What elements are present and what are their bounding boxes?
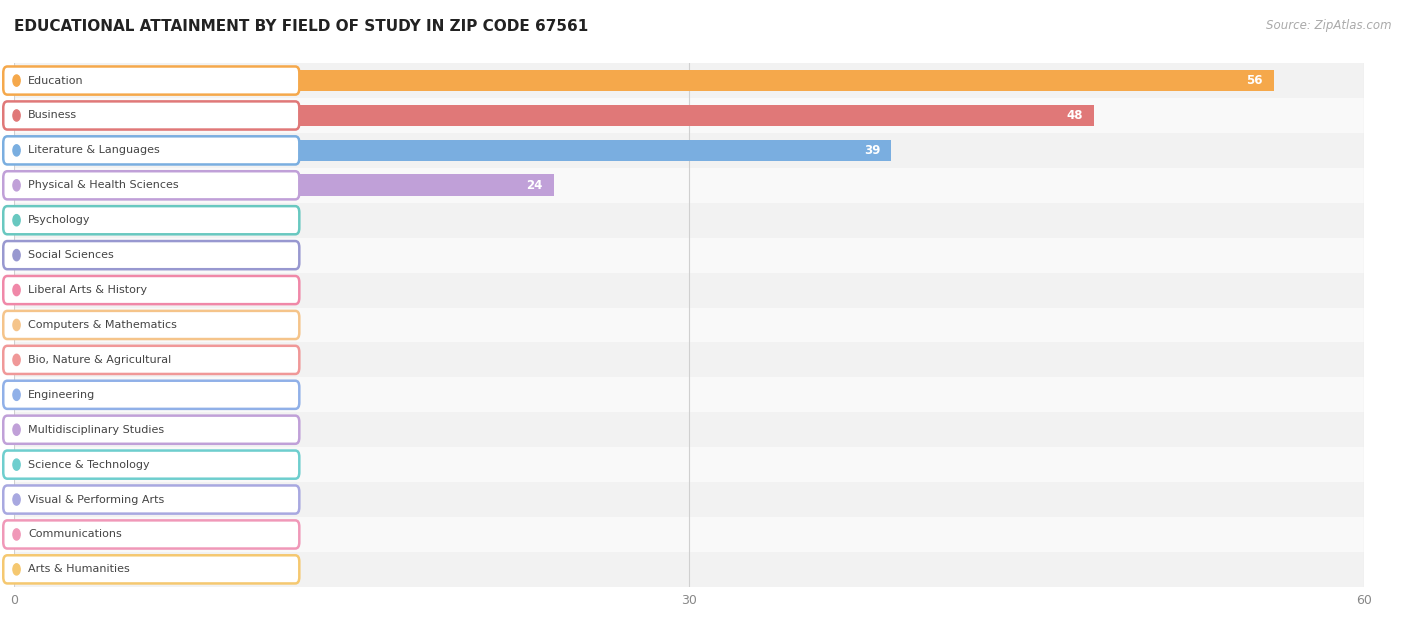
Bar xyxy=(14,307,1364,343)
Text: Arts & Humanities: Arts & Humanities xyxy=(28,564,129,574)
FancyBboxPatch shape xyxy=(3,66,299,95)
Circle shape xyxy=(13,180,20,191)
FancyBboxPatch shape xyxy=(3,276,299,304)
Text: Source: ZipAtlas.com: Source: ZipAtlas.com xyxy=(1267,19,1392,32)
Text: 0: 0 xyxy=(111,353,118,367)
Bar xyxy=(14,238,1364,273)
Bar xyxy=(14,105,1094,126)
Bar xyxy=(14,419,93,440)
Text: 0: 0 xyxy=(111,458,118,471)
Circle shape xyxy=(13,144,20,156)
FancyBboxPatch shape xyxy=(3,136,299,165)
Circle shape xyxy=(13,215,20,226)
FancyBboxPatch shape xyxy=(3,521,299,548)
Text: 0: 0 xyxy=(111,528,118,541)
Text: 0: 0 xyxy=(111,319,118,331)
Bar xyxy=(14,482,1364,517)
Circle shape xyxy=(13,319,20,331)
Circle shape xyxy=(13,563,20,575)
Circle shape xyxy=(13,354,20,365)
Bar xyxy=(14,70,1274,91)
Text: 4: 4 xyxy=(122,283,129,297)
Text: Visual & Performing Arts: Visual & Performing Arts xyxy=(28,495,165,505)
Bar xyxy=(14,517,1364,552)
Bar xyxy=(14,139,891,161)
Text: 24: 24 xyxy=(526,179,543,192)
Bar xyxy=(14,314,93,336)
Text: 7: 7 xyxy=(190,249,197,262)
Text: Computers & Mathematics: Computers & Mathematics xyxy=(28,320,177,330)
Text: 56: 56 xyxy=(1246,74,1263,87)
Text: 0: 0 xyxy=(111,423,118,436)
Circle shape xyxy=(13,249,20,261)
FancyBboxPatch shape xyxy=(3,451,299,479)
FancyBboxPatch shape xyxy=(3,241,299,269)
Text: Science & Technology: Science & Technology xyxy=(28,459,149,469)
Bar xyxy=(14,412,1364,447)
Text: Physical & Health Sciences: Physical & Health Sciences xyxy=(28,180,179,191)
Bar xyxy=(14,273,1364,307)
Bar xyxy=(14,168,1364,203)
Bar xyxy=(14,343,1364,377)
Bar xyxy=(14,349,93,370)
Text: 39: 39 xyxy=(863,144,880,157)
Text: 0: 0 xyxy=(111,493,118,506)
Bar xyxy=(14,558,93,580)
Bar xyxy=(14,175,554,196)
FancyBboxPatch shape xyxy=(3,555,299,584)
FancyBboxPatch shape xyxy=(3,171,299,199)
FancyBboxPatch shape xyxy=(3,206,299,234)
Text: Communications: Communications xyxy=(28,529,122,540)
Text: Psychology: Psychology xyxy=(28,215,90,225)
FancyBboxPatch shape xyxy=(3,380,299,409)
Bar xyxy=(14,524,93,545)
Text: 48: 48 xyxy=(1066,109,1083,122)
Bar xyxy=(14,63,1364,98)
Text: Liberal Arts & History: Liberal Arts & History xyxy=(28,285,148,295)
Bar xyxy=(14,280,104,301)
FancyBboxPatch shape xyxy=(3,311,299,339)
Circle shape xyxy=(13,459,20,470)
Bar xyxy=(14,133,1364,168)
FancyBboxPatch shape xyxy=(3,485,299,514)
Circle shape xyxy=(13,75,20,86)
Text: Engineering: Engineering xyxy=(28,390,96,400)
Circle shape xyxy=(13,285,20,296)
Bar xyxy=(14,203,1364,238)
FancyBboxPatch shape xyxy=(3,416,299,444)
Bar xyxy=(14,447,1364,482)
Circle shape xyxy=(13,529,20,540)
Text: EDUCATIONAL ATTAINMENT BY FIELD OF STUDY IN ZIP CODE 67561: EDUCATIONAL ATTAINMENT BY FIELD OF STUDY… xyxy=(14,19,588,34)
Circle shape xyxy=(13,389,20,401)
Bar xyxy=(14,377,1364,412)
Bar xyxy=(14,552,1364,587)
Circle shape xyxy=(13,424,20,435)
Text: 0: 0 xyxy=(111,563,118,576)
Text: Bio, Nature & Agricultural: Bio, Nature & Agricultural xyxy=(28,355,172,365)
FancyBboxPatch shape xyxy=(3,102,299,129)
Bar xyxy=(14,489,93,510)
Bar xyxy=(14,209,217,231)
Text: Literature & Languages: Literature & Languages xyxy=(28,145,160,155)
Bar xyxy=(14,98,1364,133)
Bar xyxy=(14,244,172,266)
Text: Multidisciplinary Studies: Multidisciplinary Studies xyxy=(28,425,165,435)
Text: Business: Business xyxy=(28,110,77,121)
Text: Social Sciences: Social Sciences xyxy=(28,250,114,260)
Text: Education: Education xyxy=(28,76,84,86)
Circle shape xyxy=(13,494,20,505)
Text: 0: 0 xyxy=(111,388,118,401)
Text: 9: 9 xyxy=(235,214,242,227)
Circle shape xyxy=(13,110,20,121)
Bar xyxy=(14,454,93,475)
Bar xyxy=(14,384,93,406)
FancyBboxPatch shape xyxy=(3,346,299,374)
